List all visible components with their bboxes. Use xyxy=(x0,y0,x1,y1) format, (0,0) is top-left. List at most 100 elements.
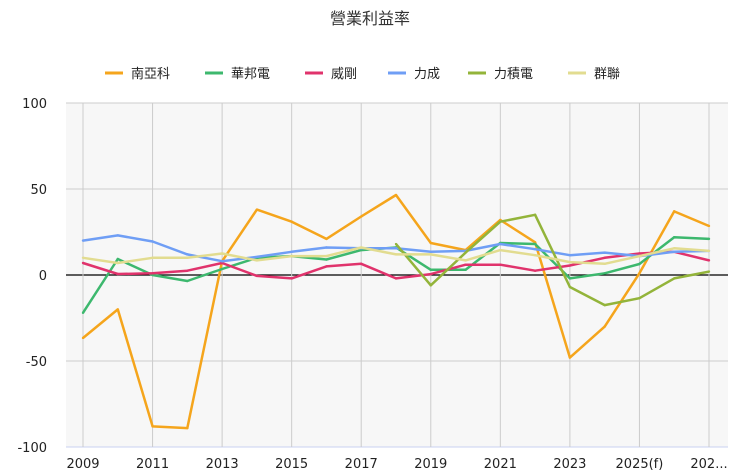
data-point[interactable] xyxy=(673,235,676,239)
data-point[interactable] xyxy=(707,249,711,253)
data-point[interactable] xyxy=(568,277,572,280)
data-point[interactable] xyxy=(116,257,119,261)
data-point[interactable] xyxy=(325,246,328,249)
data-point[interactable] xyxy=(394,193,398,197)
data-point[interactable] xyxy=(325,237,328,241)
legend-item[interactable]: 力積電 xyxy=(468,67,533,82)
legend-item[interactable]: 南亞科 xyxy=(105,66,170,82)
data-point[interactable] xyxy=(81,261,85,265)
data-point[interactable] xyxy=(638,254,641,258)
data-point[interactable] xyxy=(533,242,537,246)
data-point[interactable] xyxy=(673,210,676,213)
data-point[interactable] xyxy=(533,254,537,257)
legend-item[interactable]: 華邦電 xyxy=(205,67,270,82)
data-point[interactable] xyxy=(186,426,189,430)
data-point[interactable] xyxy=(638,272,641,275)
data-point[interactable] xyxy=(638,252,641,255)
data-point[interactable] xyxy=(429,268,432,272)
data-point[interactable] xyxy=(360,246,363,249)
data-point[interactable] xyxy=(151,425,154,428)
data-point[interactable] xyxy=(707,224,711,228)
data-point[interactable] xyxy=(116,308,119,311)
x-tick-label: 202... xyxy=(690,457,727,472)
data-point[interactable] xyxy=(220,260,224,263)
x-tick-label: 2017 xyxy=(345,457,378,472)
data-point[interactable] xyxy=(673,247,676,250)
data-point[interactable] xyxy=(255,259,259,262)
data-point[interactable] xyxy=(186,256,189,259)
data-point[interactable] xyxy=(429,284,432,287)
data-point[interactable] xyxy=(464,268,467,272)
data-point[interactable] xyxy=(568,285,572,289)
data-point[interactable] xyxy=(116,261,119,265)
data-point[interactable] xyxy=(638,297,641,300)
data-point[interactable] xyxy=(429,241,432,245)
data-point[interactable] xyxy=(290,277,293,280)
series-line-力積電[interactable] xyxy=(395,213,710,307)
data-point[interactable] xyxy=(220,252,224,255)
data-point[interactable] xyxy=(255,274,259,278)
data-point[interactable] xyxy=(116,234,119,237)
data-point[interactable] xyxy=(151,256,154,259)
data-point[interactable] xyxy=(151,272,154,275)
data-point[interactable] xyxy=(255,208,259,211)
data-point[interactable] xyxy=(325,258,328,261)
data-point[interactable] xyxy=(464,263,467,266)
data-point[interactable] xyxy=(638,262,641,266)
data-point[interactable] xyxy=(603,256,606,259)
data-point[interactable] xyxy=(464,259,467,262)
data-point[interactable] xyxy=(707,270,711,273)
data-point[interactable] xyxy=(116,272,119,276)
data-point[interactable] xyxy=(220,267,224,271)
data-point[interactable] xyxy=(290,250,293,253)
data-point[interactable] xyxy=(568,260,572,264)
data-point[interactable] xyxy=(325,254,328,258)
data-point[interactable] xyxy=(81,311,85,315)
data-point[interactable] xyxy=(673,277,676,280)
data-point[interactable] xyxy=(186,253,189,256)
data-point[interactable] xyxy=(186,269,189,272)
data-point[interactable] xyxy=(603,303,606,307)
data-point[interactable] xyxy=(360,262,363,266)
data-point[interactable] xyxy=(290,220,293,223)
legend-item[interactable]: 力成 xyxy=(388,67,440,82)
data-point[interactable] xyxy=(603,262,606,266)
data-point[interactable] xyxy=(186,279,189,283)
data-point[interactable] xyxy=(533,248,537,251)
data-point[interactable] xyxy=(707,237,711,241)
data-point[interactable] xyxy=(81,256,85,259)
data-point[interactable] xyxy=(290,254,293,258)
data-point[interactable] xyxy=(429,272,432,276)
data-point[interactable] xyxy=(394,253,398,256)
data-point[interactable] xyxy=(81,336,85,340)
data-point[interactable] xyxy=(603,325,606,328)
data-point[interactable] xyxy=(533,269,537,272)
data-point[interactable] xyxy=(568,254,572,257)
data-point[interactable] xyxy=(499,248,502,252)
data-point[interactable] xyxy=(499,220,502,223)
data-point[interactable] xyxy=(429,253,432,256)
data-point[interactable] xyxy=(499,242,502,246)
data-point[interactable] xyxy=(360,215,363,218)
data-point[interactable] xyxy=(394,242,398,246)
data-point[interactable] xyxy=(568,356,572,359)
y-tick-label: -100 xyxy=(17,441,47,456)
data-point[interactable] xyxy=(568,264,572,267)
data-point[interactable] xyxy=(151,240,154,243)
data-point[interactable] xyxy=(394,277,398,280)
data-point[interactable] xyxy=(707,259,711,262)
legend-item[interactable]: 群聯 xyxy=(568,67,620,82)
data-point[interactable] xyxy=(81,239,85,242)
data-point[interactable] xyxy=(325,265,328,268)
data-point[interactable] xyxy=(603,251,606,254)
data-point[interactable] xyxy=(499,263,502,266)
data-point[interactable] xyxy=(394,247,398,250)
data-point[interactable] xyxy=(464,251,467,254)
data-point[interactable] xyxy=(533,213,537,216)
data-point[interactable] xyxy=(603,272,606,275)
data-point[interactable] xyxy=(255,255,259,259)
legend-item[interactable]: 威剛 xyxy=(305,67,357,82)
data-point[interactable] xyxy=(429,250,432,253)
data-point[interactable] xyxy=(673,250,676,253)
legend-label: 力積電 xyxy=(494,67,533,82)
